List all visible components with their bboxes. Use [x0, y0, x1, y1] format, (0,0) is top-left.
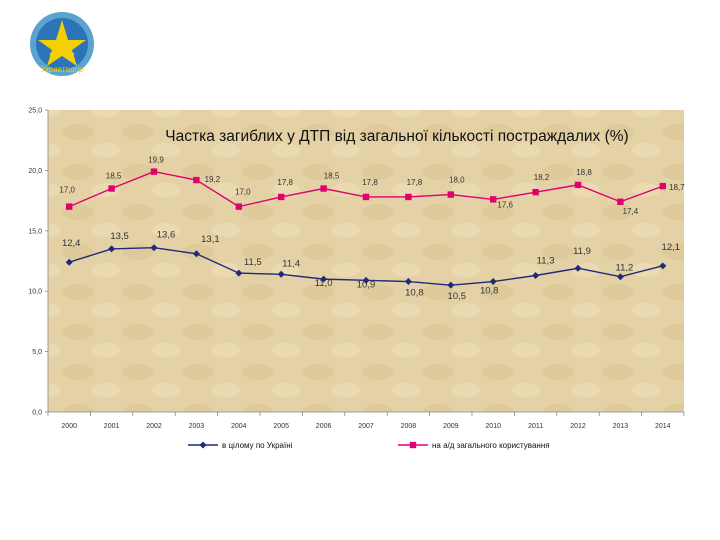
logo-text: Укравтодор: [41, 65, 84, 74]
data-label: 11,5: [244, 257, 262, 268]
data-point-roads: [490, 196, 497, 203]
data-label: 19,9: [148, 156, 164, 165]
data-point-roads: [362, 193, 370, 201]
logo-road-icon: [50, 53, 74, 56]
data-label: 17,0: [235, 188, 251, 197]
y-tick-label: 0,0: [32, 410, 42, 417]
data-label: 10,5: [448, 291, 467, 302]
data-point-ukraine: [489, 278, 497, 286]
data-point-roads: [659, 182, 666, 190]
data-point-ukraine: [616, 273, 624, 281]
data-point-roads: [532, 188, 539, 196]
plot-area: [48, 110, 684, 412]
data-point-ukraine: [235, 269, 243, 277]
data-point-ukraine: [65, 258, 73, 266]
x-tick-label: 2009: [443, 423, 459, 430]
data-label: 11,2: [616, 263, 634, 274]
data-label: 11,4: [282, 258, 300, 269]
y-tick-label: 20,0: [28, 168, 42, 175]
data-point-ukraine: [277, 270, 285, 278]
x-tick-label: 2004: [231, 423, 247, 430]
data-point-ukraine: [108, 245, 116, 253]
data-point-roads: [617, 198, 624, 206]
data-point-roads: [405, 193, 412, 201]
data-point-roads: [574, 181, 582, 189]
y-tick-label: 5,0: [32, 349, 42, 356]
data-label: 17,6: [497, 200, 513, 209]
data-label: 19,2: [205, 175, 221, 184]
data-point-ukraine: [192, 250, 200, 258]
data-label: 11,9: [573, 246, 591, 257]
data-label: 18,0: [449, 176, 465, 185]
x-tick-label: 2005: [273, 423, 289, 430]
data-label: 12,1: [662, 242, 681, 253]
legend-label: в цілому по Україні: [222, 441, 293, 450]
x-tick-label: 2003: [189, 423, 205, 430]
logo-star-icon: [38, 20, 86, 66]
data-label: 18,7: [669, 183, 685, 192]
x-tick-label: 2008: [401, 423, 417, 430]
data-label: 12,4: [62, 238, 81, 249]
x-tick-label: 2010: [485, 423, 501, 430]
legend-marker: [409, 441, 417, 449]
data-point-ukraine: [362, 276, 370, 284]
legend-label: на а/д загального користування: [432, 441, 550, 450]
data-label: 11,3: [537, 255, 555, 266]
x-tick-label: 2000: [61, 423, 77, 430]
chart-title: Частка загиблих у ДТП від загальної кіль…: [165, 128, 628, 145]
data-label: 18,5: [324, 172, 340, 181]
x-tick-label: 2002: [146, 423, 162, 430]
data-label: 13,1: [201, 234, 220, 245]
data-label: 17,8: [277, 178, 293, 187]
x-tick-label: 2006: [316, 423, 332, 430]
data-label: 10,9: [357, 279, 376, 290]
data-point-roads: [108, 185, 115, 192]
data-label: 17,8: [407, 178, 423, 187]
data-point-roads: [193, 176, 200, 184]
y-tick-label: 15,0: [28, 228, 42, 235]
data-label: 18,2: [534, 173, 550, 182]
data-label: 10,8: [480, 286, 499, 297]
data-label: 18,8: [576, 168, 592, 177]
data-label: 13,5: [110, 231, 129, 242]
data-point-roads: [278, 193, 285, 201]
data-label: 13,6: [157, 230, 176, 241]
y-tick-label: 25,0: [28, 108, 42, 115]
x-tick-label: 2011: [528, 423, 543, 430]
data-point-ukraine: [532, 271, 540, 279]
data-point-roads: [447, 191, 454, 198]
data-point-ukraine: [659, 262, 667, 270]
data-point-ukraine: [447, 281, 455, 289]
data-point-ukraine: [574, 264, 582, 272]
data-point-ukraine: [404, 278, 412, 286]
data-point-ukraine: [150, 244, 158, 252]
data-point-roads: [150, 168, 158, 175]
legend: в цілому по Україні на а/д загального кор…: [188, 441, 550, 450]
ukravtodor-logo: Укравтодор: [30, 12, 94, 76]
x-tick-label: 2001: [104, 423, 120, 430]
data-label: 10,8: [405, 288, 424, 299]
legend-marker: [199, 441, 207, 449]
data-label: 17,8: [362, 178, 378, 187]
data-label: 18,5: [106, 172, 122, 181]
data-point-ukraine: [320, 275, 328, 283]
data-label: 17,0: [59, 186, 75, 195]
data-point-roads: [320, 185, 327, 192]
data-point-roads: [235, 203, 242, 210]
x-tick-label: 2007: [358, 423, 374, 430]
data-label: 11,0: [315, 278, 333, 289]
y-tick-label: 10,0: [28, 289, 42, 296]
data-point-roads: [66, 203, 73, 210]
x-tick-label: 2014: [655, 423, 671, 430]
data-label: 17,4: [623, 207, 639, 216]
x-tick-label: 2013: [613, 423, 629, 430]
x-tick-label: 2012: [570, 423, 586, 430]
